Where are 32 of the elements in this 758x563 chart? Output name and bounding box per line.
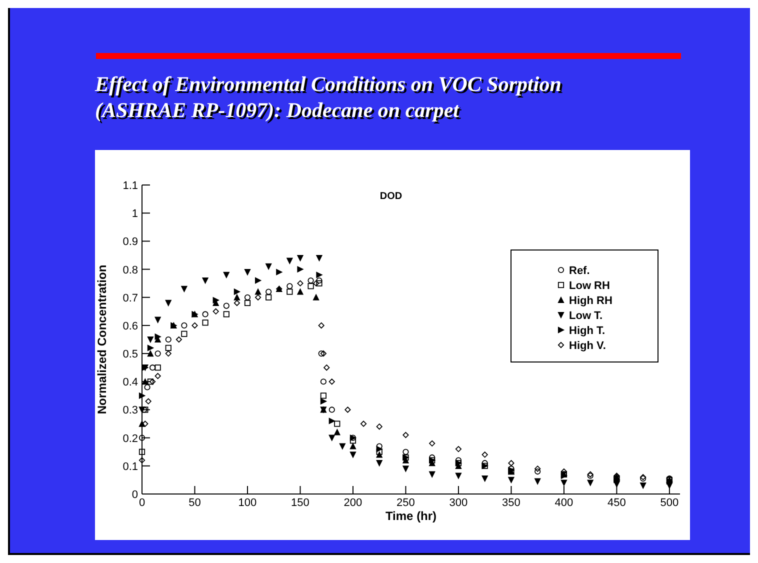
- y-tick-label: 0.3: [122, 404, 138, 417]
- y-tick-label: 1.1: [122, 180, 138, 192]
- x-tick-label: 150: [291, 497, 310, 509]
- x-tick-label: 100: [238, 497, 257, 509]
- y-tick-label: 0.2: [122, 432, 138, 445]
- y-tick-label: 0.6: [122, 320, 138, 332]
- x-tick-label: 400: [554, 497, 574, 509]
- y-tick-label: 0: [132, 489, 138, 501]
- legend-label: High RH: [569, 295, 612, 307]
- y-tick-label: 0.5: [122, 348, 138, 361]
- y-axis-title: Normalized Concentration: [95, 264, 109, 414]
- y-tick-label: 0.4: [122, 376, 138, 389]
- x-tick-label: 450: [608, 497, 626, 509]
- legend-label: High T.: [569, 325, 606, 337]
- legend-label: High V.: [569, 340, 606, 352]
- x-tick-label: 50: [188, 497, 201, 509]
- x-tick-label: 300: [449, 497, 468, 509]
- legend-label: Low T.: [569, 310, 603, 322]
- legend-label: Ref.: [569, 265, 590, 277]
- x-tick-label: 500: [660, 497, 679, 509]
- y-tick-label: 0.7: [122, 292, 138, 304]
- y-tick-label: 0.1: [122, 460, 138, 473]
- y-tick-label: 0.9: [122, 236, 138, 248]
- x-tick-label: 250: [396, 497, 415, 509]
- x-tick-label: 350: [502, 497, 520, 509]
- legend-label: Low RH: [569, 280, 610, 292]
- x-tick-label: 200: [344, 497, 362, 509]
- y-tick-label: 1: [132, 208, 138, 220]
- text: DOD: [380, 191, 402, 202]
- x-axis-title: Time (hr): [385, 509, 437, 523]
- chart-title: Effect of Environmental Conditions on VOC Sorption (ASHRAE RP-1097): Dodecane on carpet: [94, 72, 562, 124]
- y-tick-label: 0.8: [122, 264, 138, 276]
